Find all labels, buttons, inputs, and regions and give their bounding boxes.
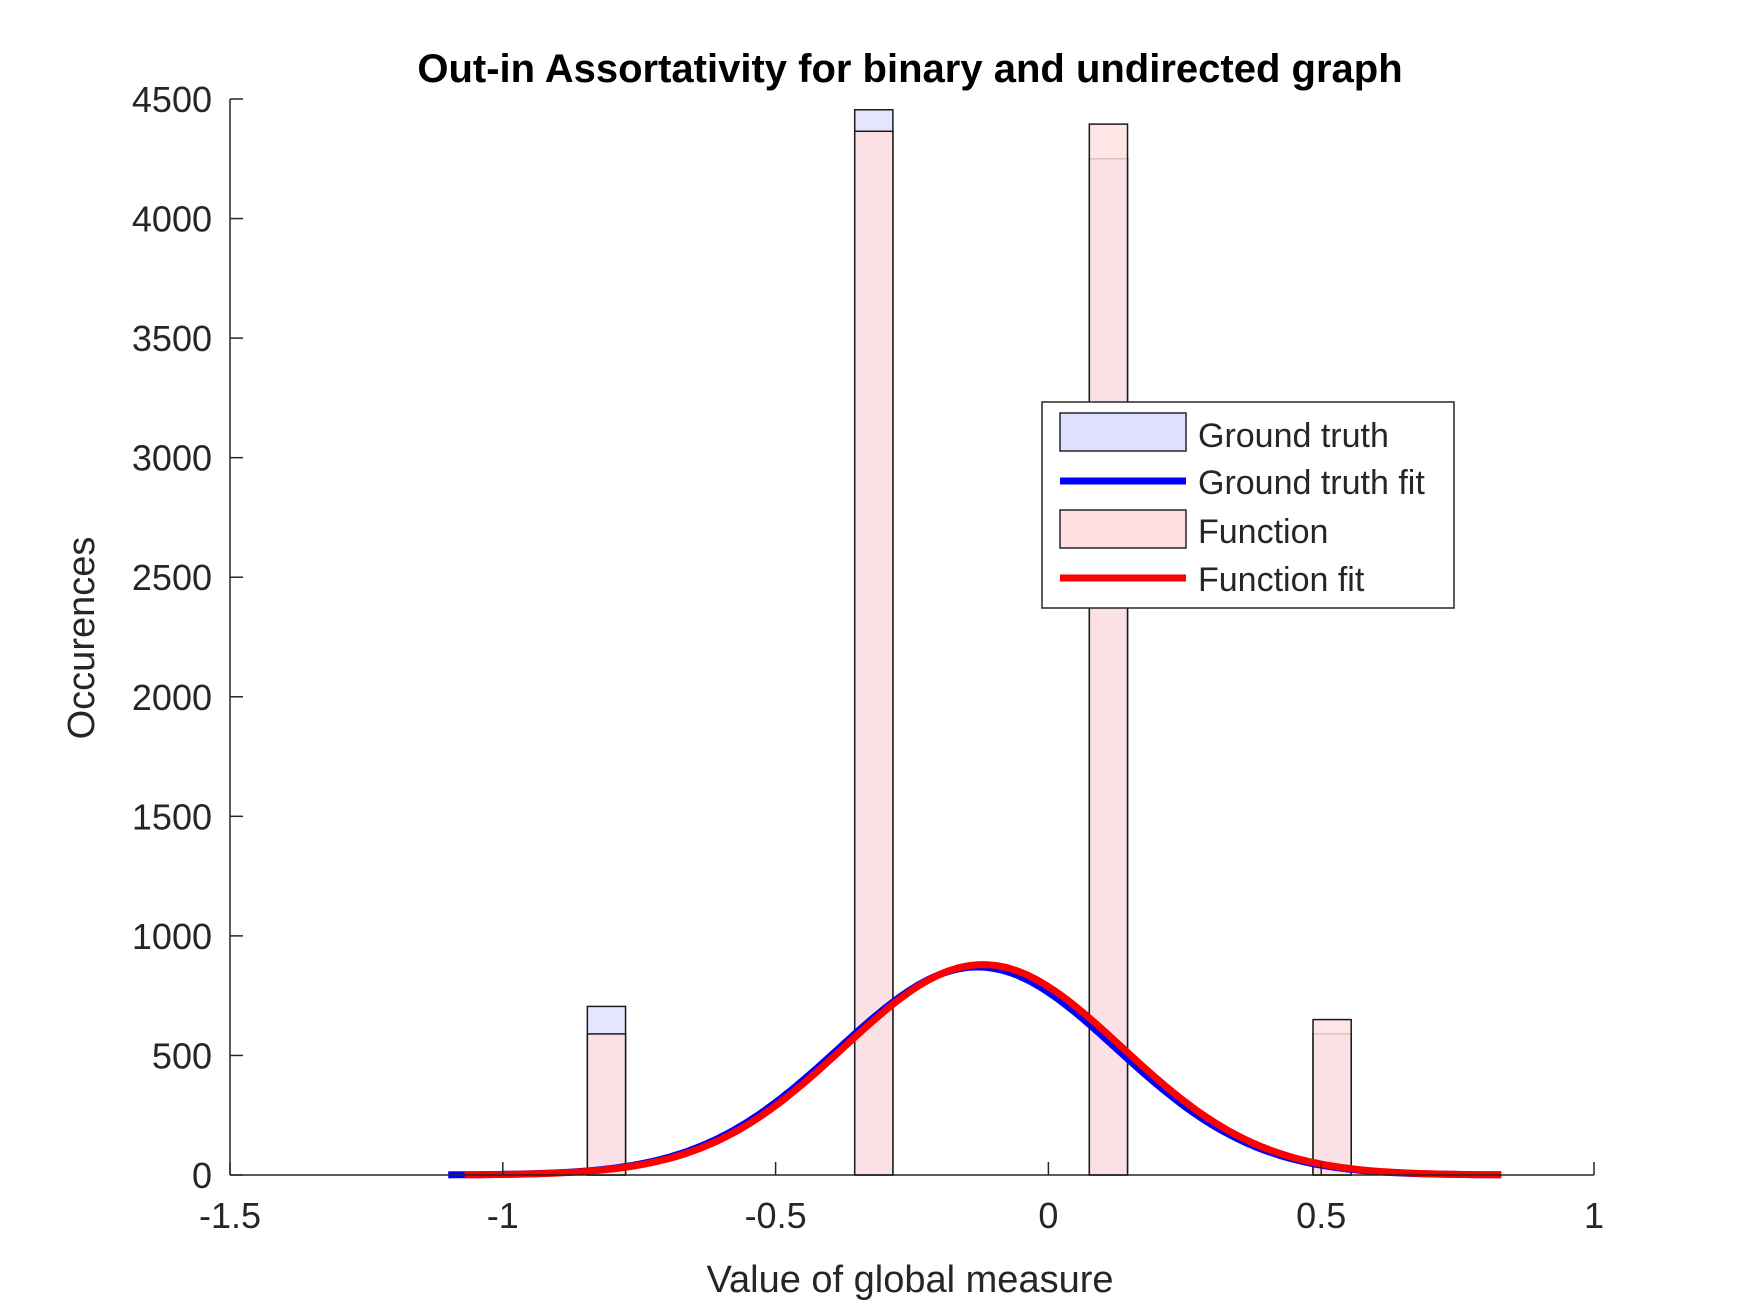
x-axis-label: Value of global measure [707,1259,1114,1301]
y-tick-label-8: 4000 [132,199,212,240]
y-tick-label-2: 1000 [132,916,212,957]
legend-swatch-ground-truth [1059,412,1187,452]
y-tick-label-7: 3500 [132,318,212,359]
y-tick-label-3: 1500 [132,796,212,837]
legend-item-function: Function [1059,509,1328,551]
legend-label-ground-truth-fit: Ground truth fit [1198,464,1425,502]
y-tick-label-6: 3000 [132,438,212,479]
bar-function-2 [1088,123,1129,1176]
legend-swatch-function [1059,509,1187,549]
legend: Ground truth Ground truth fit Function F… [1041,401,1455,609]
bar-function-0 [586,1033,627,1176]
line-function-fit [464,961,1502,1179]
y-tick-label-5: 2500 [132,557,212,598]
x-tick-label-5: 1 [1584,1195,1604,1236]
legend-label-ground-truth: Ground truth [1198,417,1389,455]
x-tick-label-3: 0 [1038,1195,1058,1236]
plot-area: -1.5 -1 -0.5 0 0.5 1 0 500 1000 1500 2000 2500 3000 3… [132,79,1604,1236]
x-tick-label-1: -1 [487,1195,519,1236]
legend-item-ground-truth-fit: Ground truth fit [1060,464,1425,502]
x-tick-label-2: -0.5 [745,1195,807,1236]
chart-title: Out-in Assortativity for binary and undi… [417,47,1402,91]
y-tick-label-0: 0 [192,1155,212,1196]
x-tick-label-0: -1.5 [199,1195,261,1236]
y-tick-label-4: 2000 [132,677,212,718]
y-tick-label-1: 500 [152,1035,212,1076]
legend-item-function-fit: Function fit [1060,561,1365,599]
y-axis-label: Occurences [61,537,103,740]
legend-item-ground-truth: Ground truth [1059,412,1389,455]
bar-function-3 [1312,1018,1352,1176]
y-tick-label-9: 4500 [132,79,212,120]
legend-label-function: Function [1198,513,1328,551]
x-tick-label-4: 0.5 [1296,1195,1346,1236]
legend-label-function-fit: Function fit [1198,561,1365,599]
